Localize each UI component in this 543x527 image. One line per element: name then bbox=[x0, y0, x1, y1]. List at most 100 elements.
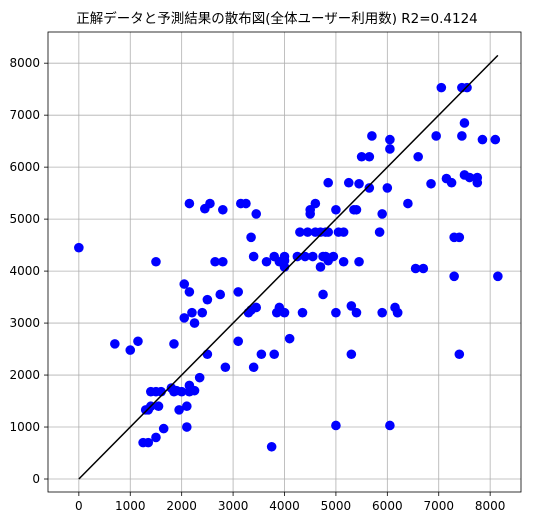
scatter-point bbox=[153, 401, 164, 412]
scatter-point bbox=[179, 279, 190, 289]
scatter-point bbox=[176, 386, 187, 397]
scatter-point bbox=[385, 134, 395, 145]
y-axis-ticks: 0 1000 2000 3000 4000 5000 6000 7000 8000 bbox=[9, 56, 48, 486]
scatter-point bbox=[413, 151, 423, 162]
scatter-point bbox=[323, 227, 334, 237]
scatter-point bbox=[125, 345, 136, 355]
scatter-point bbox=[215, 289, 226, 300]
y-tick-label: 6000 bbox=[9, 160, 40, 174]
scatter-point bbox=[302, 227, 313, 237]
scatter-point bbox=[403, 198, 413, 209]
scatter-point bbox=[251, 209, 262, 219]
scatter-point bbox=[241, 198, 251, 209]
reference-line bbox=[78, 54, 499, 480]
scatter-point bbox=[382, 183, 393, 193]
x-tick-label: 5000 bbox=[321, 499, 352, 513]
scatter-point bbox=[318, 289, 328, 300]
y-tick-label: 2000 bbox=[9, 368, 40, 382]
scatter-point bbox=[194, 372, 205, 383]
scatter-point bbox=[179, 313, 190, 323]
scatter-point bbox=[110, 339, 120, 349]
scatter-point bbox=[331, 307, 341, 318]
scatter-point bbox=[459, 118, 470, 128]
scatter-point bbox=[338, 227, 349, 237]
scatter-point bbox=[315, 262, 326, 272]
x-tick-label: 8000 bbox=[475, 499, 506, 513]
scatter-point bbox=[297, 307, 308, 318]
scatter-point bbox=[354, 178, 364, 189]
scatter-point bbox=[351, 204, 362, 215]
scatter-point bbox=[158, 423, 169, 434]
y-tick-label: 5000 bbox=[9, 212, 40, 226]
scatter-point bbox=[410, 263, 421, 274]
scatter-point bbox=[197, 307, 208, 318]
scatter-point bbox=[426, 178, 436, 189]
scatter-point bbox=[74, 242, 84, 253]
scatter-point bbox=[328, 251, 339, 262]
x-tick-label: 4000 bbox=[269, 499, 300, 513]
y-tick-label: 4000 bbox=[9, 264, 40, 278]
scatter-point bbox=[143, 437, 154, 448]
scatter-point bbox=[246, 232, 256, 243]
y-tick-label: 1000 bbox=[9, 420, 40, 434]
x-tick-label: 1000 bbox=[115, 499, 146, 513]
scatter-point bbox=[133, 336, 143, 347]
scatter-point bbox=[248, 362, 259, 373]
scatter-point bbox=[151, 432, 161, 443]
scatter-point bbox=[184, 287, 195, 297]
scatter-point bbox=[446, 177, 457, 188]
scatter-point bbox=[338, 256, 349, 267]
scatter-point bbox=[218, 256, 228, 267]
scatter-point bbox=[385, 420, 395, 431]
scatter-point bbox=[464, 172, 475, 183]
chart-title: 正解データと予測結果の散布図(全体ユーザー利用数) R2=0.4124 bbox=[76, 10, 478, 27]
scatter-point bbox=[220, 362, 231, 373]
scatter-point bbox=[248, 251, 259, 262]
scatter-point bbox=[295, 227, 305, 237]
scatter-point bbox=[346, 301, 357, 311]
scatter-point bbox=[436, 82, 447, 93]
scatter-point bbox=[343, 177, 354, 188]
scatter-point bbox=[256, 349, 267, 360]
scatter-point bbox=[266, 441, 277, 452]
scatter-point bbox=[182, 422, 192, 432]
scatter-point bbox=[354, 256, 364, 267]
scatter-point bbox=[374, 227, 385, 237]
y-tick-label: 0 bbox=[32, 472, 40, 486]
scatter-point bbox=[292, 251, 303, 262]
y-tick-label: 8000 bbox=[9, 56, 40, 70]
scatter-point bbox=[431, 131, 441, 141]
scatter-point bbox=[454, 232, 465, 243]
scatter-point bbox=[367, 131, 377, 141]
scatter-point bbox=[364, 183, 375, 193]
scatter-point bbox=[151, 256, 161, 267]
x-tick-label: 2000 bbox=[166, 499, 197, 513]
scatter-point bbox=[457, 131, 467, 141]
scatter-point bbox=[174, 405, 184, 415]
scatter-point bbox=[310, 198, 321, 209]
scatter-point bbox=[251, 302, 262, 313]
scatter-point bbox=[233, 287, 244, 297]
scatter-point bbox=[392, 307, 403, 318]
scatter-point bbox=[279, 307, 290, 318]
x-tick-label: 7000 bbox=[423, 499, 454, 513]
scatter-point bbox=[269, 349, 280, 360]
scatter-point bbox=[377, 307, 387, 318]
scatter-point bbox=[202, 349, 213, 360]
scatter-point bbox=[490, 134, 501, 145]
scatter-point bbox=[233, 336, 244, 347]
scatter-point bbox=[472, 177, 483, 188]
scatter-point bbox=[261, 256, 272, 267]
scatter-point bbox=[331, 420, 341, 431]
scatter-point bbox=[205, 198, 215, 209]
scatter-point bbox=[279, 251, 290, 262]
scatter-point bbox=[218, 204, 228, 215]
x-tick-label: 0 bbox=[75, 499, 83, 513]
scatter-point bbox=[449, 271, 459, 282]
y-tick-label: 3000 bbox=[9, 316, 40, 330]
y-tick-label: 7000 bbox=[9, 108, 40, 122]
scatter-point bbox=[284, 333, 295, 344]
x-axis-ticks: 0 1000 2000 3000 4000 5000 6000 7000 8000 bbox=[75, 492, 505, 513]
scatter-point bbox=[307, 251, 318, 262]
